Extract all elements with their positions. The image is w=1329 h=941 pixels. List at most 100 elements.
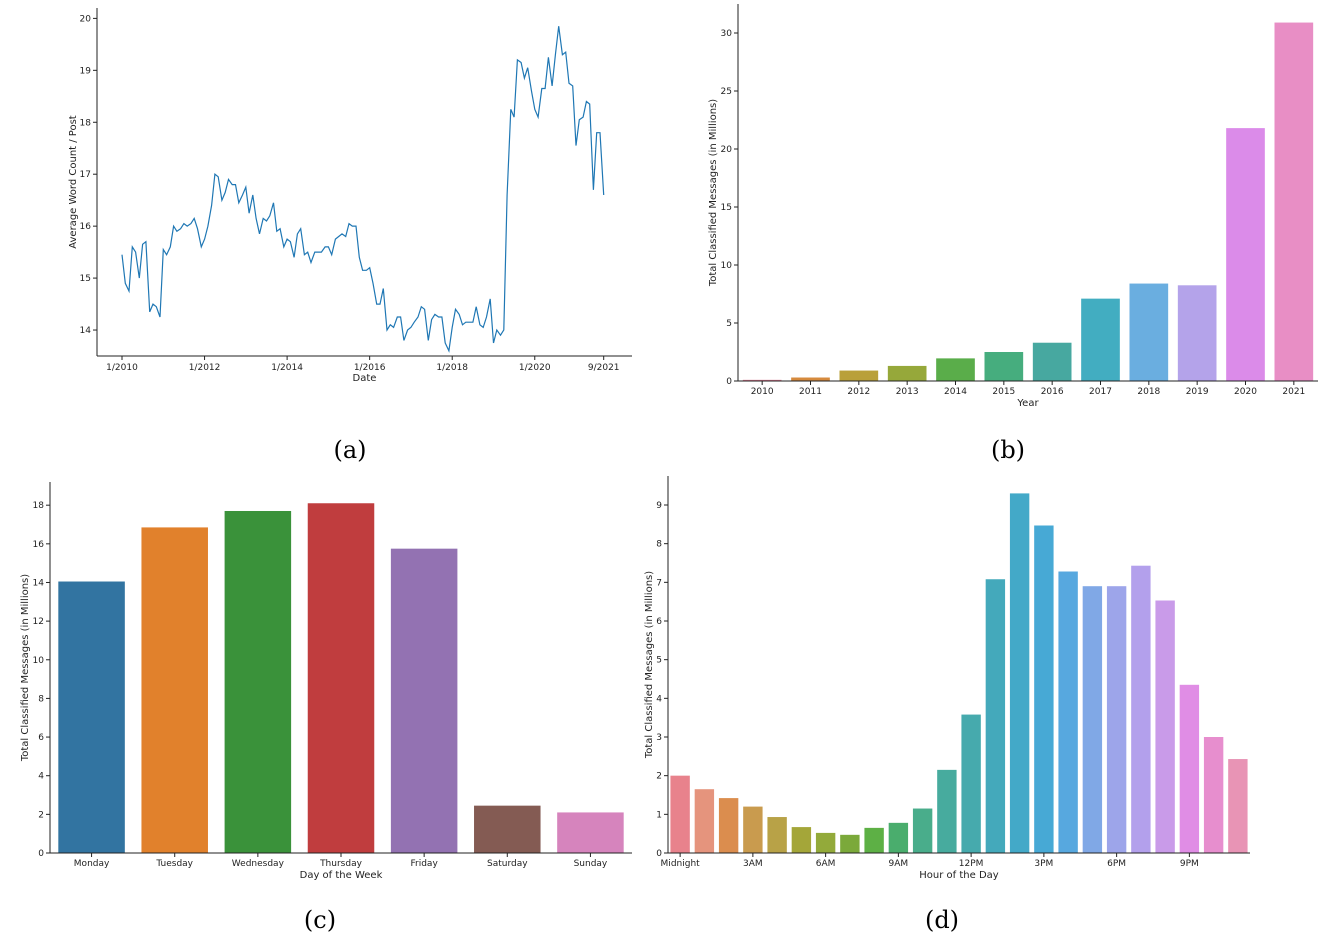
bar bbox=[742, 379, 782, 381]
x-tick-label: 9PM bbox=[1180, 859, 1199, 869]
x-tick-label: 6AM bbox=[816, 859, 836, 869]
x-tick-label: Thursday bbox=[319, 859, 363, 869]
x-tick-label: Midnight bbox=[661, 859, 701, 869]
y-tick-label: 17 bbox=[80, 170, 91, 180]
series-line bbox=[121, 26, 605, 353]
y-axis-title: Average Word Count / Post bbox=[68, 115, 79, 249]
x-tick-label: 2014 bbox=[944, 387, 967, 397]
bar bbox=[961, 714, 981, 853]
x-axis-title: Year bbox=[1016, 398, 1039, 409]
y-tick-label: 16 bbox=[80, 222, 92, 232]
bar bbox=[307, 503, 375, 853]
y-tick-label: 2 bbox=[38, 810, 44, 820]
y-axis-title: Total Classified Messages (in Millions) bbox=[20, 574, 31, 762]
y-tick-label: 8 bbox=[656, 540, 662, 550]
bar bbox=[912, 808, 933, 853]
bar bbox=[791, 377, 830, 381]
panel-label: (a) bbox=[333, 436, 366, 464]
y-tick-label: 20 bbox=[80, 14, 92, 24]
x-tick-label: Monday bbox=[74, 859, 110, 869]
bar bbox=[1106, 586, 1127, 853]
bar bbox=[936, 358, 975, 381]
y-axis-title: Total Classified Messages (in Millions) bbox=[644, 571, 655, 759]
panel-label: (c) bbox=[304, 906, 336, 934]
y-tick-label: 14 bbox=[80, 326, 92, 336]
x-tick-label: 2020 bbox=[1234, 387, 1257, 397]
x-tick-label: 2012 bbox=[847, 387, 870, 397]
bar bbox=[984, 352, 1024, 381]
bar bbox=[815, 832, 836, 853]
x-tick-label: 1/2018 bbox=[436, 363, 468, 373]
x-tick-label: 3AM bbox=[743, 859, 763, 869]
bar bbox=[1082, 586, 1103, 853]
y-tick-label: 0 bbox=[726, 377, 732, 387]
bar bbox=[1179, 684, 1200, 853]
bar bbox=[670, 775, 690, 853]
bar bbox=[557, 812, 624, 853]
y-tick-label: 15 bbox=[721, 203, 732, 213]
y-tick-label: 9 bbox=[656, 501, 662, 511]
bar bbox=[474, 805, 541, 853]
bar bbox=[1034, 525, 1054, 853]
bar bbox=[1228, 759, 1248, 853]
x-axis-title: Date bbox=[353, 373, 377, 384]
x-tick-label: 2019 bbox=[1186, 387, 1209, 397]
x-tick-label: 2013 bbox=[896, 387, 919, 397]
bar bbox=[888, 822, 909, 853]
bar bbox=[864, 827, 884, 853]
bar bbox=[791, 827, 812, 853]
x-tick-label: 2011 bbox=[799, 387, 822, 397]
y-tick-label: 19 bbox=[80, 66, 92, 76]
x-tick-label: 2018 bbox=[1137, 387, 1160, 397]
bar bbox=[1177, 285, 1217, 381]
y-tick-label: 14 bbox=[33, 578, 45, 588]
y-tick-label: 0 bbox=[38, 849, 44, 859]
y-tick-label: 30 bbox=[721, 29, 733, 39]
bar bbox=[718, 798, 739, 853]
x-tick-label: 9/2021 bbox=[588, 363, 620, 373]
bar bbox=[1009, 493, 1030, 853]
y-tick-label: 8 bbox=[38, 694, 44, 704]
x-tick-label: 1/2016 bbox=[354, 363, 386, 373]
bar bbox=[1131, 565, 1151, 853]
x-tick-label: 2016 bbox=[1041, 387, 1064, 397]
y-tick-label: 4 bbox=[38, 772, 44, 782]
bar bbox=[1081, 298, 1120, 381]
x-tick-label: 2015 bbox=[992, 387, 1015, 397]
x-tick-label: 2017 bbox=[1089, 387, 1112, 397]
bar bbox=[224, 510, 292, 853]
y-tick-label: 3 bbox=[656, 733, 662, 743]
x-tick-label: 3PM bbox=[1034, 859, 1053, 869]
chart-panel-3: Monday Tuesday Wednesday Thursday Friday Satu… bbox=[20, 482, 632, 934]
bar bbox=[1058, 571, 1078, 853]
bar bbox=[390, 548, 458, 853]
x-tick-label: 9AM bbox=[889, 859, 909, 869]
x-axis-title: Day of the Week bbox=[300, 870, 383, 881]
chart-panel-2: 2010 2011 2012 2013 2014 2015 2016 2017 2018 2019… bbox=[708, 4, 1318, 464]
y-tick-label: 2 bbox=[656, 772, 662, 782]
bar bbox=[767, 817, 787, 853]
bar bbox=[1155, 600, 1175, 853]
y-tick-label: 0 bbox=[656, 849, 662, 859]
x-tick-label: Tuesday bbox=[155, 859, 193, 869]
chart-panel-1: 1/2010 1/2012 1/2014 1/2016 1/2018 1/2020 9/20… bbox=[68, 8, 632, 464]
x-tick-label: Saturday bbox=[487, 859, 528, 869]
y-tick-label: 16 bbox=[33, 540, 45, 550]
x-tick-label: 6PM bbox=[1107, 859, 1126, 869]
x-axis-title: Hour of the Day bbox=[919, 870, 999, 881]
panel-label: (b) bbox=[991, 436, 1025, 464]
bar bbox=[937, 769, 957, 853]
y-tick-label: 4 bbox=[656, 694, 662, 704]
bar bbox=[839, 370, 879, 381]
bar bbox=[1129, 283, 1169, 381]
y-tick-label: 15 bbox=[80, 274, 91, 284]
x-tick-label: 1/2014 bbox=[271, 363, 303, 373]
y-tick-label: 12 bbox=[33, 617, 44, 627]
bar bbox=[58, 581, 125, 853]
y-tick-label: 18 bbox=[80, 118, 92, 128]
x-tick-label: 12PM bbox=[959, 859, 984, 869]
chart-panel-4: Midnight 3AM 6AM 9AM 12PM 3PM 6PM 9PM 0 1 2 3 4 5 6 7 8 9… bbox=[644, 476, 1250, 934]
y-tick-label: 18 bbox=[33, 501, 45, 511]
y-tick-label: 1 bbox=[656, 810, 662, 820]
